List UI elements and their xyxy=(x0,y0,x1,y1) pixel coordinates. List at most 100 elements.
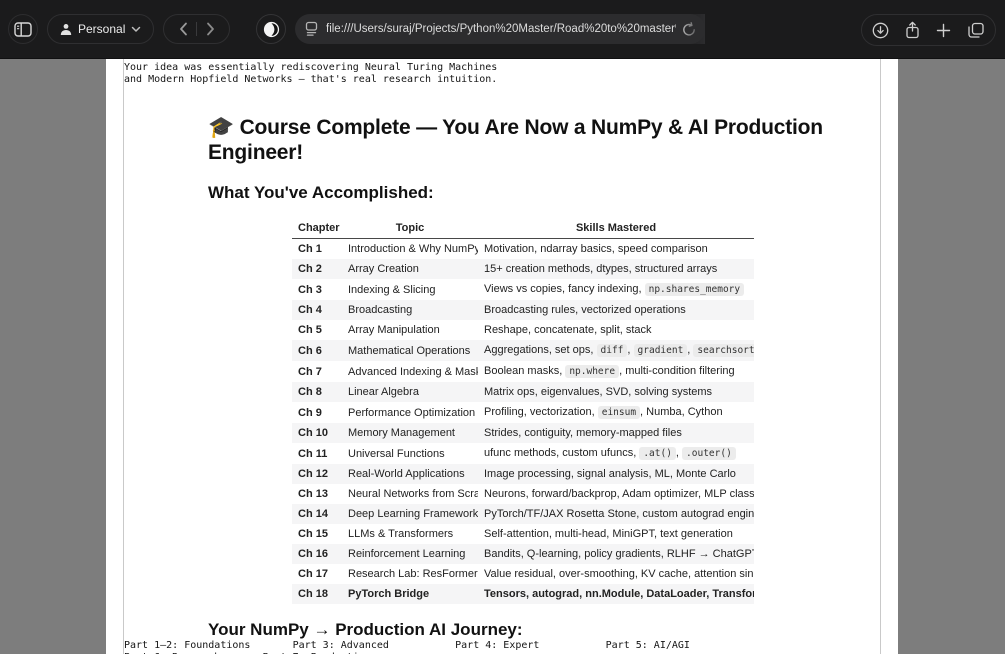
table-row: Ch 9 Performance Optimization Profiling, v… xyxy=(292,402,754,423)
skills-cell: Profiling, vectorization, einsum, Numba,… xyxy=(484,406,723,419)
table-header-cell: Topic xyxy=(342,218,478,239)
new-tab-button[interactable] xyxy=(936,23,951,38)
chapter-cell: Ch 15 xyxy=(298,528,328,540)
topic-cell: PyTorch Bridge xyxy=(348,588,430,600)
chapter-cell: Ch 14 xyxy=(298,508,328,520)
forward-button[interactable] xyxy=(197,16,223,42)
topic-cell: Linear Algebra xyxy=(348,386,419,398)
downloads-button[interactable] xyxy=(872,22,889,39)
url-fade xyxy=(679,14,705,44)
sidebar-toggle-button[interactable] xyxy=(8,14,38,44)
chapter-cell: Ch 4 xyxy=(298,304,322,316)
table-row: Ch 8 Linear Algebra Matrix ops, eigenvalue… xyxy=(292,382,754,402)
table-row: Ch 14 Deep Learning Frameworks PyTorch/TF/… xyxy=(292,504,754,524)
tabs-overview-button[interactable] xyxy=(967,22,985,39)
skills-cell: Views vs copies, fancy indexing, np.shar… xyxy=(478,279,754,300)
back-button[interactable] xyxy=(170,16,196,42)
skills-cell: Broadcasting rules, vectorized operation… xyxy=(484,304,686,316)
address-bar[interactable]: file:///Users/suraj/Projects/Python%20Ma… xyxy=(295,14,705,44)
inline-code: np.shares_memory xyxy=(644,283,745,296)
table-row: Ch 2 Array Creation 15+ creation methods, … xyxy=(292,259,754,279)
skills-cell: Aggregations, set ops, diff, gradient, s… xyxy=(478,340,754,361)
inline-code: searchsorted xyxy=(693,344,754,357)
table-body: Ch 1 Introduction & Why NumPy Motivation, … xyxy=(292,239,754,604)
table-row: Ch 15 LLMs & Transformers Self-attention, … xyxy=(292,524,754,544)
inline-code: .at() xyxy=(639,447,676,460)
skills-cell: Tensors, autograd, nn.Module, DataLoader… xyxy=(484,588,754,600)
skills-table-wrap: Chapter Topic Skills Mastered Ch 1 Introduc… xyxy=(292,218,880,604)
extension-button[interactable] xyxy=(256,14,286,44)
chapter-cell: Ch 8 xyxy=(298,386,322,398)
skills-cell: Strides, contiguity, memory-mapped files xyxy=(484,427,682,439)
topic-cell: Research Lab: ResFormer xyxy=(348,568,478,580)
inline-code: einsum xyxy=(597,406,641,419)
skills-cell: Neurons, forward/backprop, Adam optimize… xyxy=(484,488,754,500)
table-row: Ch 10 Memory Management Strides, contiguit… xyxy=(292,423,754,443)
chapter-cell: Ch 9 xyxy=(298,406,322,419)
table-header-cell: Chapter xyxy=(292,218,342,239)
chapter-cell: Ch 18 xyxy=(298,588,328,600)
chapter-cell: Ch 11 xyxy=(298,447,328,460)
table-row: Ch 5 Array Manipulation Reshape, concatena… xyxy=(292,320,754,340)
back-icon xyxy=(179,22,188,36)
chapter-cell: Ch 3 xyxy=(298,283,322,296)
skills-cell: Boolean masks, np.where, multi-condition… xyxy=(484,365,735,378)
inline-code: gradient xyxy=(633,344,688,357)
skills-cell: ufunc methods, custom ufuncs, .at(), .ou… xyxy=(478,443,754,464)
table-row: Ch 7 Advanced Indexing & Masking Boolean m… xyxy=(292,361,754,382)
chapter-cell: Ch 6 xyxy=(298,344,322,357)
table-row: Ch 18 PyTorch Bridge Tensors, autograd, nn… xyxy=(292,584,754,604)
topic-cell: Indexing & Slicing xyxy=(348,283,436,296)
table-row: Ch 3 Indexing & Slicing Views vs copies, f… xyxy=(292,279,754,300)
topic-cell: Mathematical Operations xyxy=(348,344,471,357)
skills-cell: Bandits, Q-learning, policy gradients, R… xyxy=(484,548,754,560)
skills-cell: Matrix ops, eigenvalues, SVD, solving sy… xyxy=(484,386,713,398)
inline-code: np.where xyxy=(565,365,620,378)
accomplished-heading: What You've Accomplished: xyxy=(208,183,434,202)
profile-label: Personal xyxy=(78,22,126,36)
toolbar-actions xyxy=(861,14,996,46)
skills-cell: Image processing, signal analysis, ML, M… xyxy=(484,468,736,480)
chapter-cell: Ch 1 xyxy=(298,243,322,255)
chapter-cell: Ch 13 xyxy=(298,488,328,500)
chevron-down-icon xyxy=(131,26,141,33)
chapter-cell: Ch 5 xyxy=(298,324,322,336)
table-row: Ch 4 Broadcasting Broadcasting rules, vect… xyxy=(292,300,754,320)
chapter-cell: Ch 17 xyxy=(298,568,328,580)
profile-switcher[interactable]: Personal xyxy=(47,14,155,44)
table-row: Ch 13 Neural Networks from Scratch Neurons… xyxy=(292,484,754,504)
chapter-cell: Ch 16 xyxy=(298,548,328,560)
page-settings-icon[interactable] xyxy=(304,21,319,37)
url-text[interactable]: file:///Users/suraj/Projects/Python%20Ma… xyxy=(326,23,676,35)
extension-icon xyxy=(263,21,280,38)
browser-toolbar: Personal xyxy=(0,0,1005,59)
chapter-cell: Ch 10 xyxy=(298,427,328,439)
skills-cell: PyTorch/TF/JAX Rosetta Stone, custom aut… xyxy=(484,508,754,520)
person-icon xyxy=(60,23,72,36)
table-row: Ch 16 Reinforcement Learning Bandits, Q-le… xyxy=(292,544,754,564)
table-row: Ch 17 Research Lab: ResFormer Value residu… xyxy=(292,564,754,584)
table-row: Ch 6 Mathematical Operations Aggregations,… xyxy=(292,340,754,361)
table-header-row: Chapter Topic Skills Mastered xyxy=(292,218,754,239)
chapter-cell: Ch 2 xyxy=(298,263,322,275)
skills-cell: 15+ creation methods, dtypes, structured… xyxy=(484,263,718,275)
topic-cell: Universal Functions xyxy=(348,447,445,460)
forward-icon xyxy=(206,22,215,36)
table-row: Ch 11 Universal Functions ufunc methods, c… xyxy=(292,443,754,464)
content-column: Your idea was essentially rediscovering … xyxy=(123,59,881,654)
page-title: 🎓 Course Complete — You Are Now a NumPy … xyxy=(208,116,823,164)
topic-cell: Broadcasting xyxy=(348,304,413,316)
topic-cell: Introduction & Why NumPy xyxy=(348,243,478,255)
inline-code: diff xyxy=(596,344,628,357)
topic-cell: Advanced Indexing & Masking xyxy=(348,365,478,378)
topic-cell: Array Manipulation xyxy=(348,324,440,336)
skills-cell: Reshape, concatenate, split, stack xyxy=(484,324,652,336)
share-button[interactable] xyxy=(905,21,920,39)
chapter-cell: Ch 12 xyxy=(298,468,328,480)
nav-divider xyxy=(196,22,198,36)
table-header-cell: Skills Mastered xyxy=(478,218,754,239)
table-row: Ch 12 Real-World Applications Image proces… xyxy=(292,464,754,484)
topic-cell: Neural Networks from Scratch xyxy=(348,488,478,500)
web-page: Your idea was essentially rediscovering … xyxy=(106,59,898,654)
skills-cell: Self-attention, multi-head, MiniGPT, tex… xyxy=(484,528,733,540)
